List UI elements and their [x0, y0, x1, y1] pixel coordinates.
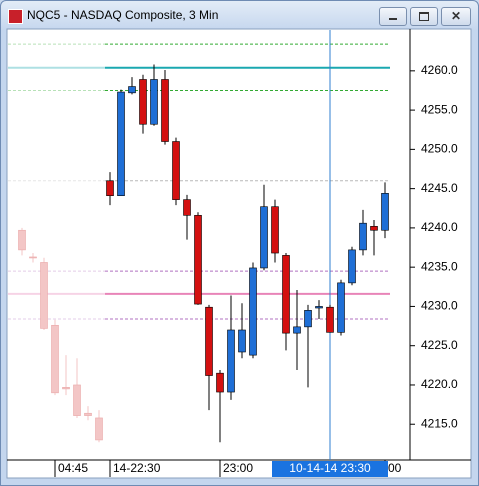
y-tick-label: 4235.0 [421, 259, 458, 273]
maximize-button[interactable] [410, 7, 438, 26]
candle-body [84, 412, 92, 416]
x-tick-label: 04:45 [58, 461, 88, 475]
y-tick-label: 4260.0 [421, 63, 458, 77]
candle-body [205, 306, 213, 376]
close-button[interactable]: ✕ [441, 7, 471, 26]
candle-body [348, 249, 356, 284]
y-tick-label: 4250.0 [421, 142, 458, 156]
chart-background [6, 28, 472, 479]
candle-body [337, 282, 345, 333]
candle-body [282, 255, 290, 334]
candle-body [216, 372, 224, 393]
minimize-button[interactable] [379, 7, 407, 26]
candle-body [106, 180, 114, 197]
candle-body [249, 267, 257, 356]
candle-body [128, 86, 136, 94]
candle-body [29, 256, 37, 259]
app-icon [8, 9, 23, 24]
window-title: NQC5 - NASDAQ Composite, 3 Min [27, 8, 219, 22]
candle-body [18, 229, 26, 251]
y-tick-label: 4230.0 [421, 299, 458, 313]
candle-body [117, 91, 125, 197]
candle-body [40, 262, 48, 329]
candle-body [172, 141, 180, 200]
candle-body [95, 417, 103, 441]
candle-body [315, 306, 323, 309]
x-tick-label: 00 [388, 461, 402, 475]
candle-body [304, 310, 312, 328]
candle-body [183, 199, 191, 216]
candle-body [227, 329, 235, 393]
y-tick-label: 4245.0 [421, 181, 458, 195]
candle-body [62, 387, 70, 390]
candle-body [381, 193, 389, 231]
crosshair-label-bg [272, 461, 388, 477]
candle-body [194, 215, 202, 305]
candle-body [370, 226, 378, 231]
candle-body [293, 326, 301, 334]
x-tick-label: 23:00 [223, 461, 253, 475]
candle-body [271, 206, 279, 254]
x-tick-label: 14-22:30 [113, 461, 161, 475]
candle-body [326, 306, 334, 333]
y-tick-label: 4240.0 [421, 220, 458, 234]
y-tick-label: 4215.0 [421, 416, 458, 430]
candle-body [161, 79, 169, 142]
y-tick-label: 4220.0 [421, 377, 458, 391]
candle-body [139, 79, 147, 125]
candle-body [359, 222, 367, 251]
candle-body [260, 206, 268, 269]
candle-body [238, 329, 246, 353]
y-tick-label: 4225.0 [421, 338, 458, 352]
candle-body [73, 384, 81, 416]
y-tick-label: 4255.0 [421, 102, 458, 116]
crosshair-label: 10-14-14 23:30 [289, 461, 371, 475]
candle-body [51, 324, 59, 394]
candle-body [150, 79, 158, 125]
